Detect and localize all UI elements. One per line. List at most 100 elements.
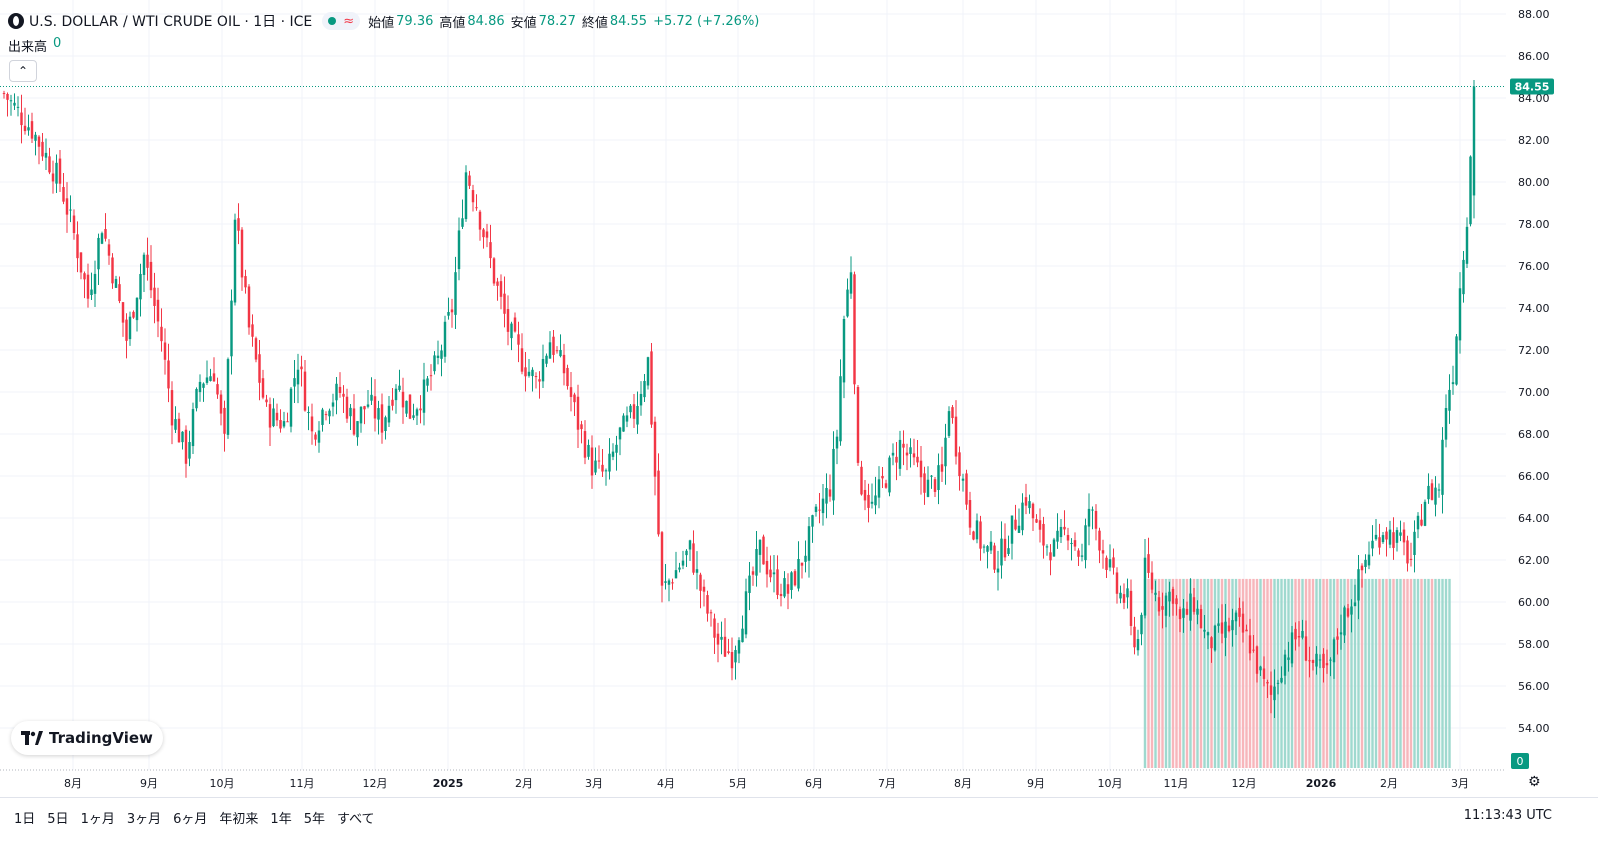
candle-body bbox=[230, 300, 233, 357]
candle-body bbox=[1045, 546, 1049, 548]
candle-body bbox=[1343, 607, 1346, 636]
candle-body bbox=[198, 381, 202, 393]
chevron-up-icon: ⌃ bbox=[17, 64, 29, 78]
time-tick-label: 2月 bbox=[515, 777, 533, 790]
candle-body bbox=[1220, 622, 1224, 634]
volume-bar bbox=[1164, 578, 1168, 768]
candle-body bbox=[62, 187, 65, 202]
range-button-7[interactable]: 5年 bbox=[303, 812, 325, 827]
candle-body bbox=[2, 93, 6, 95]
candle-body bbox=[1315, 653, 1318, 667]
candle-body bbox=[1371, 540, 1374, 549]
candle-body bbox=[1448, 389, 1451, 411]
price-tick-label: 80.00 bbox=[1518, 176, 1550, 189]
volume-bar bbox=[1203, 578, 1206, 768]
volume-bar bbox=[1217, 578, 1220, 768]
candle-body bbox=[223, 407, 226, 434]
range-button-5[interactable]: 年初来 bbox=[219, 812, 259, 827]
tradingview-logo[interactable]: TradingView bbox=[11, 721, 163, 755]
candle-body bbox=[706, 595, 709, 614]
chart-legend: U.S. DOLLAR / WTI CRUDE OIL · 1日 · ICE ≈… bbox=[8, 10, 765, 32]
range-button-4[interactable]: 6ヶ月 bbox=[173, 812, 208, 827]
candle-body bbox=[692, 543, 695, 573]
candle-body bbox=[447, 312, 450, 316]
candle-body bbox=[716, 633, 720, 645]
price-chart[interactable]: 54.00 56.00 58.00 60.00 62.00 64.00 66.00 68.00… bbox=[0, 0, 1598, 797]
candle-body bbox=[261, 378, 265, 398]
candle-body bbox=[940, 464, 944, 472]
candle-body bbox=[979, 521, 982, 549]
candle-body bbox=[377, 408, 380, 420]
candle-body bbox=[1427, 485, 1430, 500]
candle-body bbox=[363, 406, 366, 410]
candle-body bbox=[1231, 620, 1234, 631]
range-button-1[interactable]: 5日 bbox=[47, 812, 69, 827]
candle-body bbox=[496, 281, 499, 286]
candle-body bbox=[1444, 408, 1448, 440]
candle-body bbox=[881, 475, 884, 479]
candle-body bbox=[142, 254, 146, 275]
market-status-pill[interactable]: ≈ bbox=[322, 12, 361, 30]
candle-body bbox=[97, 237, 100, 270]
candle-body bbox=[195, 388, 198, 409]
candle-body bbox=[34, 134, 37, 141]
candle-body bbox=[1140, 614, 1143, 635]
candle-body bbox=[548, 342, 552, 359]
candle-body bbox=[398, 385, 401, 390]
candle-body bbox=[55, 162, 58, 184]
volume-bar bbox=[1192, 578, 1196, 768]
price-tick-label: 86.00 bbox=[1518, 50, 1550, 63]
range-button-3[interactable]: 3ヶ月 bbox=[126, 812, 162, 827]
candle-body bbox=[503, 293, 506, 314]
volume-bar bbox=[1290, 578, 1294, 768]
candle-body bbox=[1147, 554, 1150, 573]
candle-body bbox=[1322, 653, 1325, 668]
range-button-8[interactable]: すべて bbox=[336, 812, 375, 827]
candle-body bbox=[457, 230, 461, 270]
candle-body bbox=[1374, 534, 1378, 540]
candle-body bbox=[874, 495, 877, 506]
last-price-tag bbox=[1510, 78, 1554, 95]
tradingview-logo-icon bbox=[21, 731, 43, 745]
volume-bar bbox=[1371, 578, 1374, 768]
candle-body bbox=[254, 338, 258, 360]
candle-body bbox=[282, 421, 286, 427]
candle-body bbox=[510, 323, 513, 339]
candle-body bbox=[534, 376, 538, 378]
volume-bar bbox=[1206, 578, 1210, 768]
range-button-6[interactable]: 1年 bbox=[270, 812, 292, 827]
range-button-2[interactable]: 1ヶ月 bbox=[80, 812, 115, 827]
price-tick-label: 78.00 bbox=[1518, 218, 1550, 231]
range-button-0[interactable]: 1日 bbox=[14, 812, 36, 827]
time-tick-label: 8月 bbox=[64, 777, 82, 790]
price-tick-label: 60.00 bbox=[1518, 596, 1550, 609]
volume-bar bbox=[1406, 578, 1409, 768]
candle-body bbox=[86, 274, 90, 299]
candle-body bbox=[440, 350, 443, 359]
volume-bar bbox=[1161, 578, 1164, 768]
candle-body bbox=[125, 319, 128, 341]
gear-icon[interactable]: ⚙ bbox=[1528, 774, 1541, 790]
candle-body bbox=[1455, 336, 1458, 385]
candle-body bbox=[1227, 625, 1231, 632]
high-value: 84.86 bbox=[467, 13, 505, 29]
candle-body bbox=[317, 430, 321, 443]
utc-clock[interactable]: 11:13:43 UTC bbox=[1463, 808, 1552, 823]
candle-body bbox=[902, 443, 905, 448]
candle-body bbox=[842, 318, 846, 383]
candle-body bbox=[345, 396, 349, 419]
candle-body bbox=[821, 498, 825, 514]
candle-body bbox=[1119, 592, 1122, 599]
candle-body bbox=[517, 334, 520, 345]
candle-body bbox=[1262, 668, 1266, 679]
candle-body bbox=[408, 394, 412, 419]
collapse-legend-button[interactable]: ⌃ bbox=[9, 60, 37, 82]
volume-bar bbox=[1178, 578, 1182, 768]
symbol-title[interactable]: U.S. DOLLAR / WTI CRUDE OIL · 1日 · ICE bbox=[29, 14, 313, 30]
candle-body bbox=[937, 465, 940, 491]
candle-body bbox=[107, 244, 111, 256]
bottom-toolbar: 1日 5日 1ヶ月 3ヶ月 6ヶ月 年初来 1年 5年 すべて 11:13:43 UTC bbox=[0, 797, 1598, 847]
candle-body bbox=[713, 618, 716, 638]
candle-body bbox=[664, 581, 667, 583]
candle-body bbox=[944, 437, 947, 467]
